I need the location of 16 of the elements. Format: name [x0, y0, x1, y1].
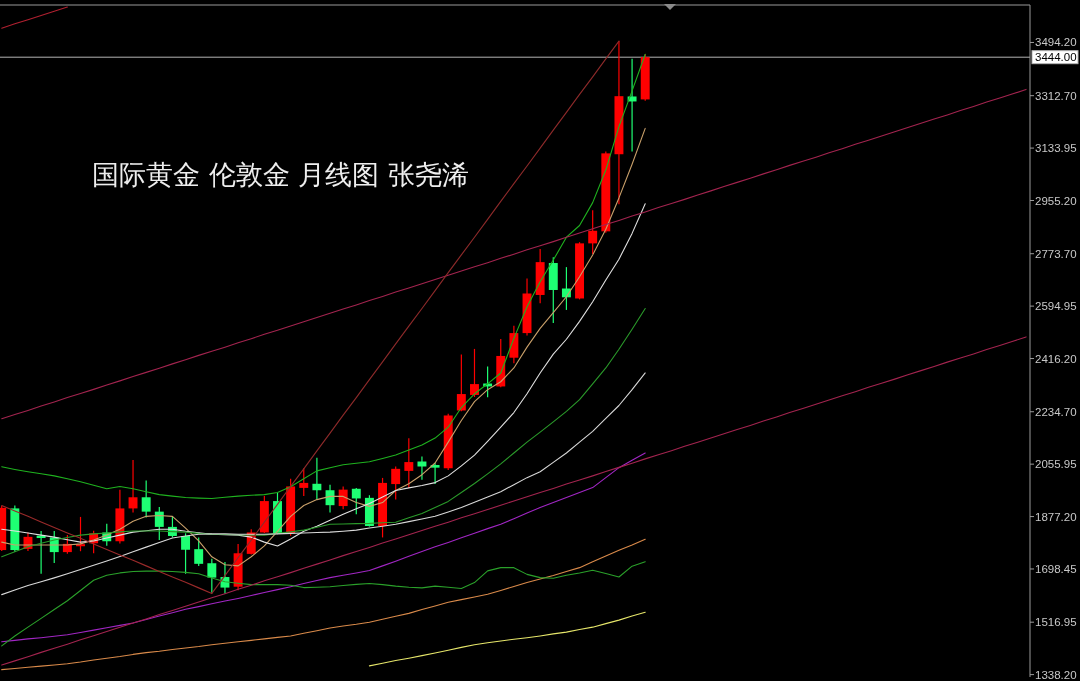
y-tick-label: 1698.45 — [1035, 562, 1077, 575]
y-tick-label: 2594.95 — [1035, 300, 1077, 313]
y-tick-label: 2234.70 — [1035, 405, 1077, 418]
y-tick-label: 2416.20 — [1035, 352, 1077, 365]
title: 国际黄金 伦敦金 月线图 张尧浠 — [92, 159, 469, 190]
y-tick-label: 3312.70 — [1035, 89, 1077, 102]
y-tick-label: 3494.20 — [1035, 36, 1077, 49]
y-tick-label: 2955.20 — [1035, 194, 1077, 207]
y-tick-label: 1516.95 — [1035, 616, 1077, 629]
ref-label: 3444.00 — [1031, 50, 1079, 65]
y-tick-label: 1338.20 — [1035, 668, 1077, 681]
ref-line-label: 3444.00 — [1035, 51, 1077, 64]
y-tick-label: 1877.20 — [1035, 510, 1077, 523]
y-tick-label: 3133.95 — [1035, 142, 1077, 155]
y-tick-label: 2773.70 — [1035, 247, 1077, 260]
y-tick-label: 2055.95 — [1035, 458, 1077, 471]
